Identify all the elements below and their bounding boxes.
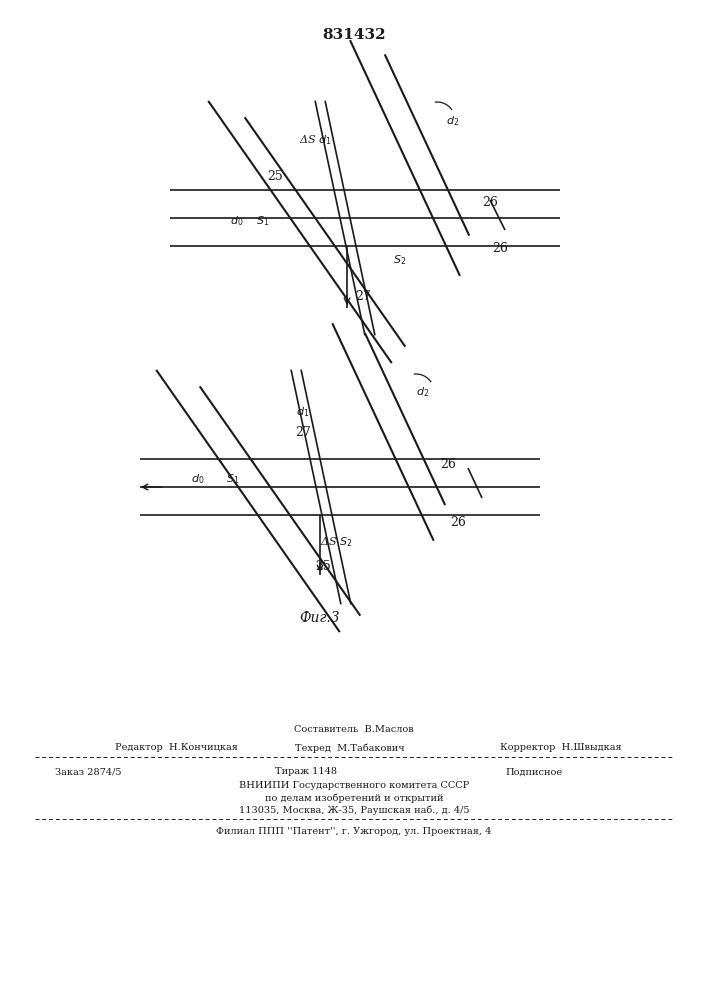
Text: ΔS $S_2$: ΔS $S_2$ — [320, 535, 352, 549]
Text: $S_2$: $S_2$ — [393, 253, 407, 267]
Text: Редактор  Н.Кончицкая: Редактор Н.Кончицкая — [115, 744, 238, 752]
Text: Филиал ППП ''Патент'', г. Ужгород, ул. Проектная, 4: Филиал ППП ''Патент'', г. Ужгород, ул. П… — [216, 828, 491, 836]
Text: Тираж 1148: Тираж 1148 — [275, 768, 337, 776]
Text: 113035, Москва, Ж-35, Раушская наб., д. 4/5: 113035, Москва, Ж-35, Раушская наб., д. … — [239, 805, 469, 815]
Text: 831432: 831432 — [322, 28, 386, 42]
Text: 26: 26 — [450, 516, 466, 528]
Text: Подписное: Подписное — [505, 768, 562, 776]
Text: 26: 26 — [440, 458, 456, 472]
Text: $d_1$: $d_1$ — [296, 405, 310, 419]
Text: ΔS $d_1$: ΔS $d_1$ — [298, 133, 332, 147]
Text: Фиг.3: Фиг.3 — [300, 611, 340, 625]
Text: $d_2$: $d_2$ — [416, 385, 430, 399]
Text: 27: 27 — [295, 426, 311, 438]
Text: Техред  М.Табакович: Техред М.Табакович — [295, 743, 404, 753]
Text: Заказ 2874/5: Заказ 2874/5 — [55, 768, 122, 776]
Text: ВНИИПИ Государственного комитета СССР: ВНИИПИ Государственного комитета СССР — [239, 782, 469, 790]
Text: $d_2$: $d_2$ — [446, 114, 460, 128]
Text: 26: 26 — [492, 241, 508, 254]
Text: $d_0$: $d_0$ — [192, 472, 205, 486]
Text: 25: 25 — [267, 169, 283, 182]
Text: $S_1$: $S_1$ — [257, 214, 269, 228]
Text: 26: 26 — [482, 196, 498, 210]
Text: Составитель  В.Маслов: Составитель В.Маслов — [294, 726, 414, 734]
Text: 25: 25 — [315, 560, 331, 574]
Text: по делам изобретений и открытий: по делам изобретений и открытий — [264, 793, 443, 803]
Text: 27: 27 — [355, 290, 371, 302]
Text: Корректор  Н.Швыдкая: Корректор Н.Швыдкая — [500, 744, 621, 752]
Text: $S_1$: $S_1$ — [226, 472, 240, 486]
Text: $d_0$: $d_0$ — [230, 214, 244, 228]
